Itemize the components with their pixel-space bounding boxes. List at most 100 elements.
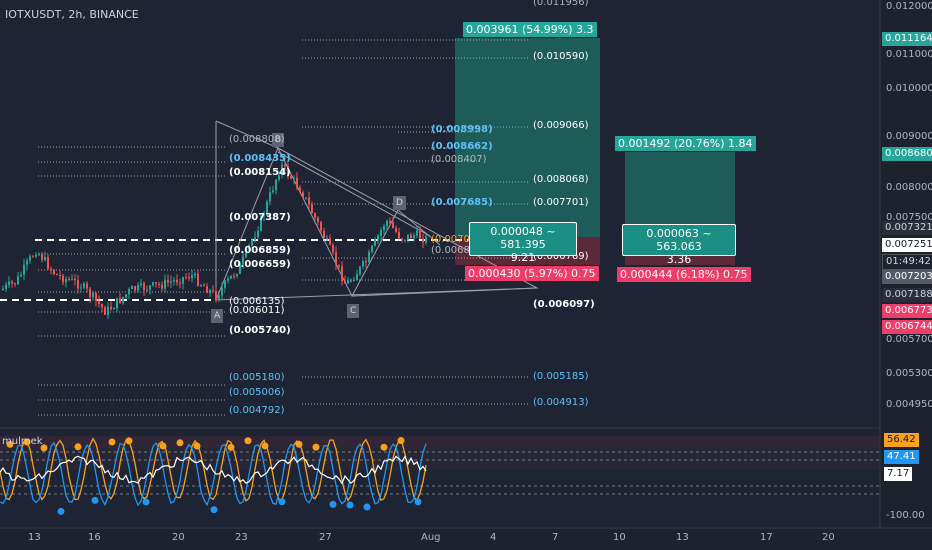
symbol-title[interactable]: IOTXUSDT, 2h, BINANCE [5,8,139,21]
candle-body [47,257,49,269]
candle-body [209,289,211,294]
price-badge-target1[interactable]: 0.011164 [882,32,932,46]
candle-body [230,275,232,279]
candle-body [140,283,142,285]
price-badge-countdown: 01:49:42 [882,254,932,270]
candle-body [380,230,382,236]
indicator-name[interactable]: mulmek [2,436,43,447]
candle-body [53,269,55,275]
price-badge-stop2[interactable]: 0.006744 [882,320,932,334]
price-badge-current[interactable]: 0.007251 [882,238,932,252]
indicator-signal-dot [414,498,422,506]
price-badge-stop1[interactable]: 0.006773 [882,304,932,318]
candle-body [164,279,166,289]
candle-body [65,278,67,283]
candle-body [56,274,58,276]
position2-target-zone[interactable] [625,152,735,237]
time-tick: Aug [421,532,441,543]
candle-body [26,260,28,265]
candle-body [161,284,163,289]
candle-body [107,306,109,315]
candle-body [416,230,418,236]
candle-body [422,238,424,243]
position1-stop-label[interactable]: 0.000430 (5.97%) 0.75 [465,266,599,281]
candle-body [335,252,337,265]
indicator-signal-dot [193,442,201,450]
candle-body [200,285,202,287]
position1-target-label[interactable]: 0.003961 (54.99%) 3.3 [463,22,597,37]
price-badge-target2[interactable]: 0.008680 [882,147,932,161]
candle-body [389,220,391,223]
candle-body [266,201,268,215]
candle-body [185,277,187,279]
fib-mid-label: (0.007036) [431,234,487,245]
candle-body [362,261,364,267]
indicator-signal-dot [278,498,286,506]
candle-body [254,237,256,240]
candle-body [125,294,127,297]
price-badge-entry[interactable]: 0.007203 [882,270,932,284]
position1-center-line2: 9.21 [510,251,536,264]
position2-stop-label[interactable]: 0.000444 (6.18%) 0.75 [617,267,751,282]
price-tick: 0.010000 [886,83,932,94]
candle-body [203,285,205,287]
candle-body [29,256,31,261]
fib-left-label: (0.006135) [229,296,285,307]
candle-body [110,306,112,310]
indicator-signal-dot [261,442,269,450]
candle-body [179,282,181,284]
candle-body [398,231,400,239]
candle-body [374,239,376,246]
candle-body [371,245,373,252]
price-tick: 0.005700 [886,334,932,345]
candle-body [323,230,325,239]
candle-body [80,287,82,289]
candle-body [116,298,118,309]
indicator-signal-dot [159,442,167,450]
fib-mid-label: (0.008662) [431,141,493,152]
candle-body [392,222,394,229]
position2-target-label[interactable]: 0.001492 (20.76%) 1.84 [615,136,756,151]
price-tick: 0.012000 [886,1,932,12]
candle-body [5,284,7,289]
indicator-badge-orange: 56.42 [884,433,919,447]
candle-body [212,289,214,291]
price-badge-level[interactable]: 0.007321 [882,221,932,235]
fib-right-label: (0.006769) [533,251,589,262]
fib-left-label: (0.006859) [229,245,291,256]
candle-body [248,245,250,249]
indicator-signal-dot [210,506,218,514]
fib-left-label: (0.006659) [229,259,291,270]
fib-left-label: (0.007387) [229,212,291,223]
candle-body [368,251,370,263]
candle-body [23,264,25,275]
candle-body [155,282,157,284]
candle-body [311,204,313,214]
position1-center-line1: 0.000048 ~ 581.395 [490,225,556,251]
position1-center-box[interactable]: 0.000048 ~ 581.395 9.21 [469,222,577,264]
candle-body [275,179,277,191]
position2-center-box[interactable]: 0.000063 ~ 563.063 3.36 [622,224,736,266]
candle-body [59,274,61,276]
candle-body [284,164,286,167]
indicator-signal-dot [74,443,82,451]
candle-body [419,230,421,239]
candle-body [68,278,70,280]
candle-body [299,187,301,193]
candle-body [128,289,130,295]
fib-left-label: (0.005180) [229,372,285,383]
candle-body [224,280,226,288]
indicator-signal-dot [142,498,150,506]
position2-center-line1: 0.000063 ~ 563.063 [646,227,712,253]
price-tick: 0.008000 [886,182,932,193]
indicator-signal-dot [363,503,371,511]
indicator-signal-dot [244,437,252,445]
time-tick: 13 [676,532,689,543]
price-badge-level[interactable]: 0.007188 [882,288,932,302]
candle-body [158,283,160,285]
fib-mid-label: (0.006882) [431,245,487,256]
candle-body [308,197,310,205]
fib-right-label: (0.006097) [533,299,595,310]
indicator-pane [0,436,880,515]
